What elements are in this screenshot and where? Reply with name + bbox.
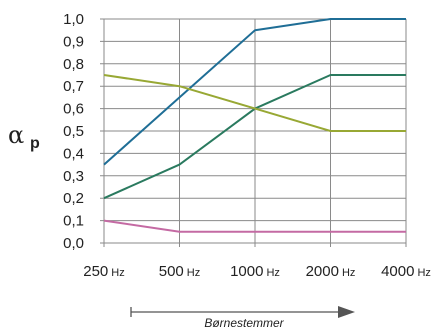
y-tick-label: 0,9 [63,33,84,50]
y-tick-label: 0,1 [63,213,84,230]
x-tick-labels: 250 Hz 500 Hz 1000 Hz 2000 Hz 4000 Hz [83,263,431,280]
y-tick-label: 0,7 [63,78,84,95]
x-tick-label: 2000 Hz [306,263,356,280]
x-tick-label: 250 Hz [83,263,124,280]
x-tick-label: 1000 Hz [230,263,280,280]
series-line-3 [103,74,406,132]
y-axis-label: α [8,121,24,149]
arrow-label: Børnestemmer [204,316,284,329]
arrow-annotation: Børnestemmer [130,306,355,329]
series-lines [103,18,406,233]
y-tick-label: 0,6 [63,101,84,118]
y-axis-label-subscript: p [30,135,40,152]
series-line-4 [103,219,406,233]
arrow-head [338,306,355,318]
y-tick-label: 0,0 [63,235,84,252]
y-tick-label: 0,2 [63,190,84,207]
series-line-1 [103,18,406,166]
x-tick-label: 500 Hz [159,263,200,280]
y-tick-label: 0,3 [63,168,84,185]
y-tick-label: 0,5 [63,123,84,140]
y-tick-label: 0,8 [63,56,84,73]
grid [100,18,407,247]
y-tick-labels: 0,0 0,1 0,2 0,3 0,4 0,5 0,6 0,7 0,8 0,9 1,0 [63,11,84,252]
x-tick-label: 4000 Hz [381,263,431,280]
y-tick-label: 0,4 [63,145,84,162]
y-tick-label: 1,0 [63,11,84,28]
